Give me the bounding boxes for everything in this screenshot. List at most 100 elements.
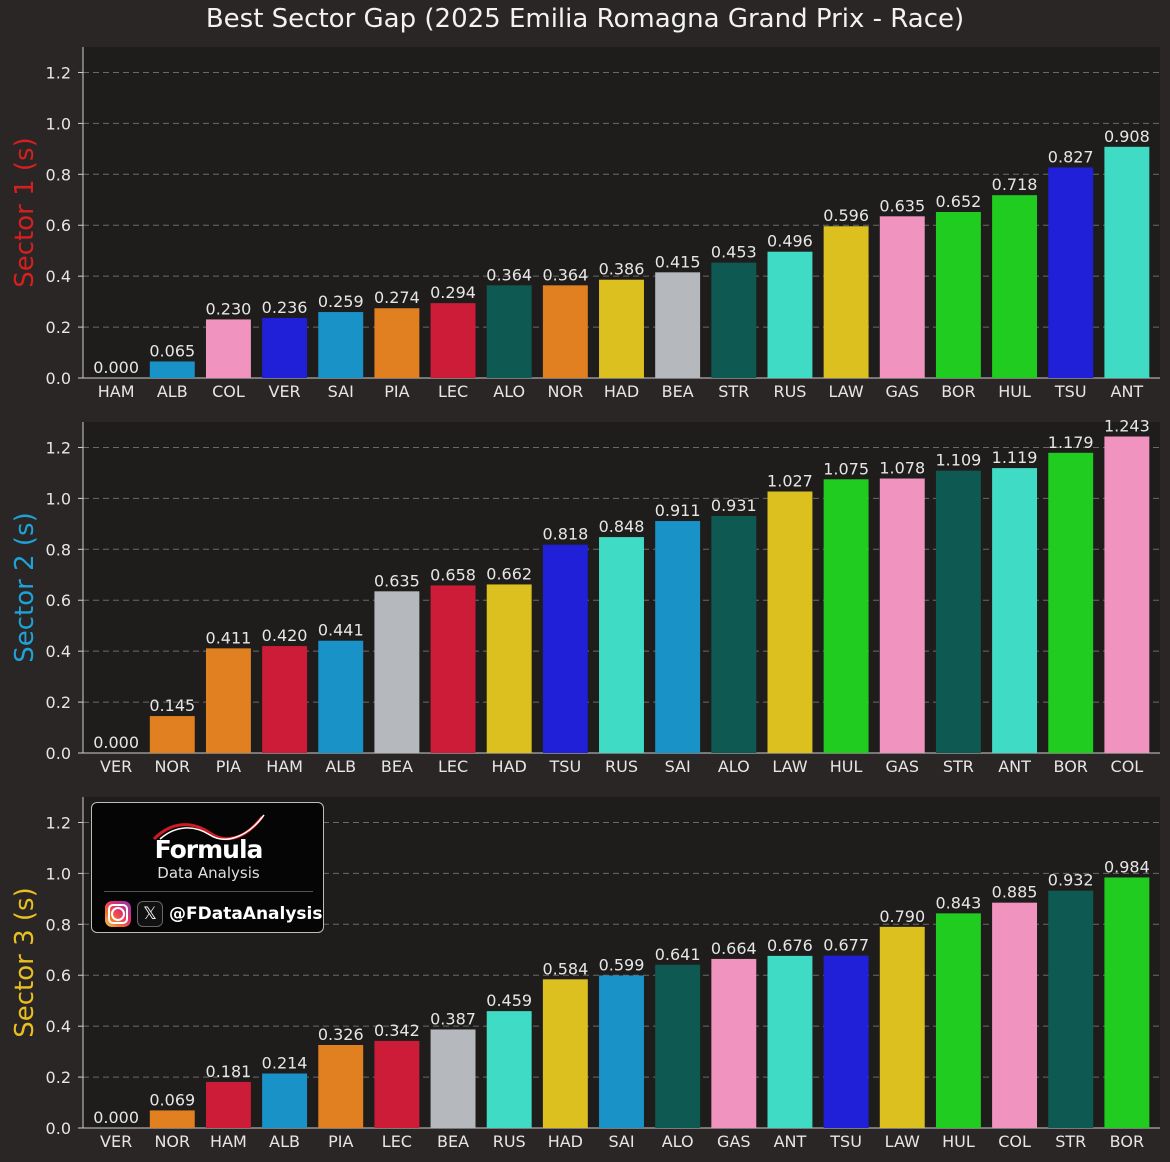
bar-ham xyxy=(205,1081,251,1128)
bar-sai xyxy=(655,521,701,753)
y-tick-label: 0.6 xyxy=(46,966,71,985)
bar-ham xyxy=(262,646,308,753)
bar-col xyxy=(205,319,251,378)
bar-tsu xyxy=(823,955,869,1128)
bar-value-label: 0.885 xyxy=(992,883,1038,902)
bar-bea xyxy=(374,591,420,753)
x-tick-label: ANT xyxy=(774,1132,807,1151)
bar-value-label: 0.230 xyxy=(206,299,252,318)
y-tick-label: 0.8 xyxy=(46,915,71,934)
bar-rus xyxy=(599,537,644,753)
y-tick-label: 0.4 xyxy=(46,1017,71,1036)
x-tick-label: NOR xyxy=(154,757,190,776)
bar-tsu xyxy=(542,544,588,753)
logo-title: Formula xyxy=(154,835,264,864)
y-tick-label: 0.2 xyxy=(46,318,71,337)
bar-alb xyxy=(318,640,364,753)
bar-value-label: 0.718 xyxy=(992,175,1038,194)
logo-swoosh-icon xyxy=(152,814,265,841)
bar-gas xyxy=(879,216,925,378)
bar-value-label: 0.214 xyxy=(262,1054,308,1073)
bar-value-label: 0.584 xyxy=(542,959,588,978)
x-tick-label: ANT xyxy=(998,757,1031,776)
bar-value-label: 0.599 xyxy=(599,955,645,974)
formula-data-analysis-logo: Formula Data Analysis 𝕏 @FDataAnalysis xyxy=(91,802,324,933)
x-tick-label: COL xyxy=(998,1132,1031,1151)
bar-value-label: 0.415 xyxy=(655,252,701,271)
bar-value-label: 0.664 xyxy=(711,939,757,958)
x-tick-label: ALB xyxy=(269,1132,300,1151)
bar-law xyxy=(823,226,869,378)
x-tick-label: LEC xyxy=(438,757,468,776)
bar-value-label: 1.078 xyxy=(879,459,925,478)
bar-pia xyxy=(318,1044,364,1128)
bar-alo xyxy=(655,964,701,1128)
bar-value-label: 1.243 xyxy=(1104,417,1150,436)
x-tick-label: RUS xyxy=(605,757,638,776)
bar-value-label: 1.027 xyxy=(767,472,813,491)
x-tick-label: HAM xyxy=(210,1132,247,1151)
y-tick-label: 0.2 xyxy=(46,693,71,712)
y-axis-label-sector-1: Sector 1 (s) xyxy=(10,137,40,288)
bar-had xyxy=(599,279,644,378)
y-tick-label: 0.8 xyxy=(46,540,71,559)
bar-value-label: 0.596 xyxy=(823,206,869,225)
y-tick-label: 0.2 xyxy=(46,1068,71,1087)
x-tick-label: BEA xyxy=(662,382,694,401)
bar-value-label: 0.326 xyxy=(318,1025,364,1044)
bar-alb xyxy=(262,1073,308,1128)
bar-value-label: 0.848 xyxy=(599,517,645,536)
bar-bea xyxy=(430,1029,476,1128)
bar-value-label: 0.635 xyxy=(879,196,925,215)
bar-value-label: 0.911 xyxy=(655,501,701,520)
x-tick-label: BEA xyxy=(437,1132,469,1151)
x-tick-label: STR xyxy=(943,757,974,776)
x-tick-label: GAS xyxy=(886,757,920,776)
bar-value-label: 0.259 xyxy=(318,292,364,311)
logo-divider xyxy=(104,891,313,892)
x-tick-label: PIA xyxy=(216,757,241,776)
y-tick-label: 1.2 xyxy=(46,63,71,82)
x-tick-label: NOR xyxy=(154,1132,190,1151)
bar-bea xyxy=(655,272,701,378)
x-tick-label: RUS xyxy=(493,1132,526,1151)
x-tick-label: ALB xyxy=(325,757,356,776)
bar-alb xyxy=(149,361,195,378)
bar-value-label: 0.827 xyxy=(1048,147,1094,166)
bar-value-label: 0.459 xyxy=(486,991,532,1010)
x-tick-label: VER xyxy=(269,382,301,401)
x-tick-label: VER xyxy=(100,757,132,776)
x-tick-label: HAM xyxy=(98,382,135,401)
bar-alo xyxy=(486,285,532,378)
bar-value-label: 0.000 xyxy=(93,358,139,377)
bar-col xyxy=(992,902,1038,1128)
x-tick-label: COL xyxy=(212,382,245,401)
bar-value-label: 0.843 xyxy=(936,893,982,912)
bar-value-label: 0.364 xyxy=(542,265,588,284)
y-tick-label: 1.0 xyxy=(46,864,71,883)
bar-str xyxy=(711,262,757,378)
x-icon: 𝕏 xyxy=(137,901,163,927)
bar-ver xyxy=(262,317,308,378)
x-tick-label: HUL xyxy=(998,382,1031,401)
bar-value-label: 0.652 xyxy=(936,192,982,211)
bar-value-label: 0.420 xyxy=(262,626,308,645)
x-tick-label: BEA xyxy=(381,757,413,776)
x-tick-label: NOR xyxy=(548,382,584,401)
x-tick-label: COL xyxy=(1111,757,1144,776)
bar-value-label: 1.119 xyxy=(992,448,1038,467)
bar-law xyxy=(767,491,813,753)
y-tick-label: 1.0 xyxy=(46,114,71,133)
x-tick-label: HAD xyxy=(604,382,639,401)
bar-value-label: 0.984 xyxy=(1104,857,1150,876)
bar-value-label: 0.065 xyxy=(149,341,195,360)
bar-lec xyxy=(430,303,476,378)
bar-ant xyxy=(1104,146,1150,378)
bar-value-label: 0.000 xyxy=(93,733,139,752)
bar-value-label: 0.294 xyxy=(430,283,476,302)
instagram-icon xyxy=(105,901,131,927)
bar-value-label: 0.931 xyxy=(711,496,757,515)
bar-value-label: 0.364 xyxy=(486,265,532,284)
bar-had xyxy=(542,979,588,1128)
y-tick-label: 0.4 xyxy=(46,642,71,661)
